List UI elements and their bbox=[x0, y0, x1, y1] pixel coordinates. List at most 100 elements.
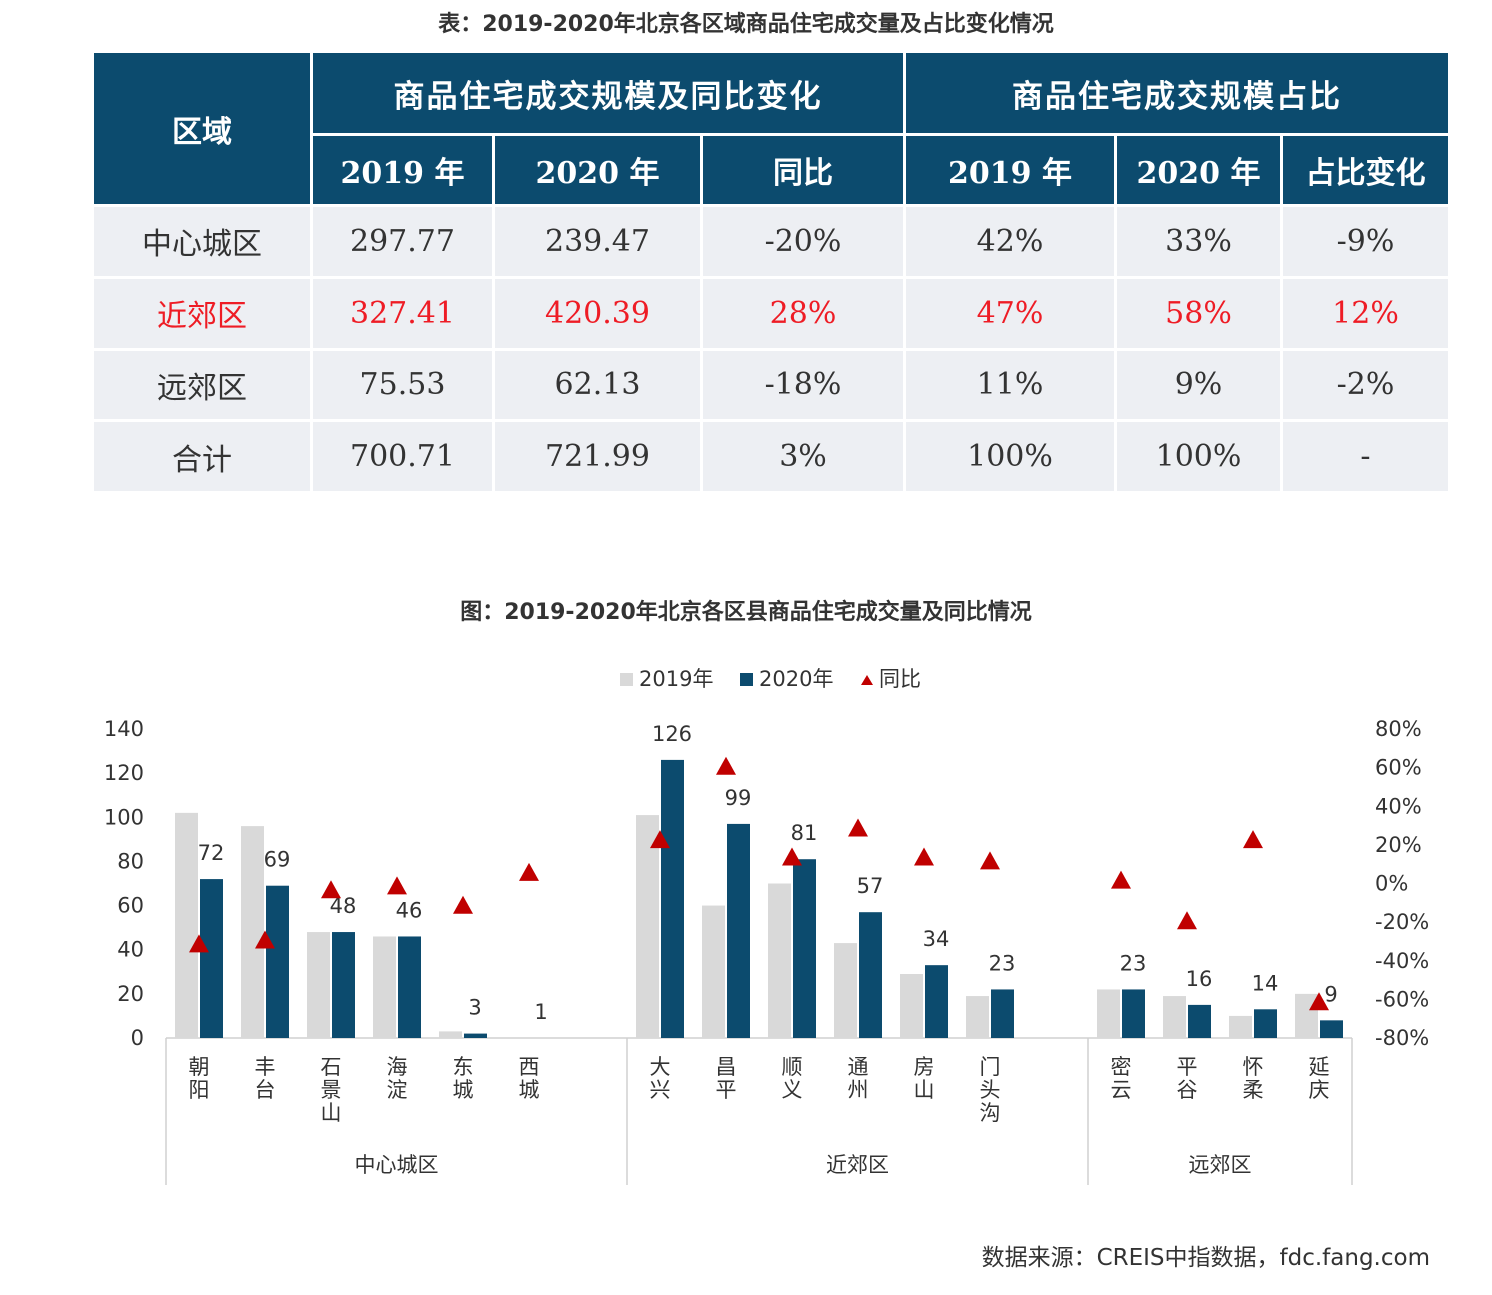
bar-2020-label: 3 bbox=[468, 996, 481, 1020]
bar-2019 bbox=[1229, 1015, 1252, 1038]
y-right-tick-label: 0% bbox=[1375, 872, 1408, 896]
cell-yoy: -18% bbox=[703, 350, 903, 420]
cell-2019-share: 42% bbox=[906, 207, 1114, 276]
bar-2020 bbox=[1188, 1004, 1211, 1038]
x-tick-label: 门头沟 bbox=[980, 1055, 1001, 1125]
cell-2020-volume: 239.47 bbox=[495, 207, 700, 276]
yoy-marker bbox=[1309, 992, 1329, 1011]
cell-2020-volume: 420.39 bbox=[495, 278, 700, 348]
cell-2020-volume: 62.13 bbox=[495, 350, 700, 420]
bar-2020 bbox=[1254, 1009, 1277, 1038]
sub-header-2019-volume: 2019 年 bbox=[313, 136, 492, 204]
bar-2020-label: 23 bbox=[1120, 951, 1147, 975]
yoy-marker bbox=[519, 862, 539, 881]
yoy-marker bbox=[1111, 870, 1131, 889]
bar-2020-label: 72 bbox=[198, 841, 225, 865]
bar-2019 bbox=[966, 996, 989, 1038]
bar-2019 bbox=[175, 812, 198, 1038]
sub-header-2019-share: 2019 年 bbox=[906, 136, 1114, 204]
group-label: 远郊区 bbox=[1189, 1153, 1252, 1177]
bar-2020 bbox=[925, 965, 948, 1038]
legend-label: 2019年 bbox=[639, 667, 713, 691]
cell-yoy: 3% bbox=[703, 422, 903, 491]
bar-2020-label: 81 bbox=[791, 821, 818, 845]
yoy-marker bbox=[255, 930, 275, 949]
bar-2020 bbox=[200, 879, 223, 1038]
bar-2020 bbox=[793, 859, 816, 1038]
bar-2020-label: 126 bbox=[652, 722, 692, 746]
x-tick-label: 怀柔 bbox=[1243, 1055, 1264, 1102]
x-tick-label: 朝阳 bbox=[189, 1055, 210, 1102]
sub-header-2020-volume: 2020 年 bbox=[495, 136, 700, 204]
x-tick-label: 海淀 bbox=[387, 1055, 408, 1102]
table-row: 中心城区 297.77 239.47 -20% 42% 33% -9% bbox=[94, 207, 1448, 276]
cell-2019-volume: 75.53 bbox=[313, 350, 492, 420]
bar-2020 bbox=[991, 989, 1014, 1038]
bar-2019 bbox=[834, 943, 857, 1038]
yoy-marker bbox=[1177, 911, 1197, 930]
y-left-tick-label: 40 bbox=[117, 938, 144, 962]
legend-label: 同比 bbox=[879, 667, 921, 691]
data-source: 数据来源：CREIS中指数据，fdc.fang.com bbox=[981, 1245, 1430, 1271]
yoy-marker bbox=[321, 880, 341, 899]
district-volume-chart: 2019年 2020年 同比 0 20 40 60 80 100 120 140 -80% -60% -4… bbox=[104, 667, 1429, 1185]
cell-2019-share: 47% bbox=[906, 278, 1114, 348]
x-tick-label: 密云 bbox=[1111, 1055, 1132, 1102]
bar-2020-label: 9 bbox=[1324, 982, 1337, 1006]
bar-2020-label: 34 bbox=[923, 927, 950, 951]
bar-2020-label: 1 bbox=[534, 1000, 547, 1024]
table-row: 远郊区 75.53 62.13 -18% 11% 9% -2% bbox=[94, 350, 1448, 420]
region-header: 区域 bbox=[94, 53, 310, 204]
y-right-tick-label: 80% bbox=[1375, 717, 1422, 741]
x-tick-label: 房山 bbox=[914, 1055, 935, 1102]
cell-2019-volume: 297.77 bbox=[313, 207, 492, 276]
y-right-tick-label: -80% bbox=[1375, 1026, 1429, 1050]
yoy-marker bbox=[980, 851, 1000, 870]
y-right-tick-label: -60% bbox=[1375, 987, 1429, 1011]
cell-2019-share: 100% bbox=[906, 422, 1114, 491]
bar-2019 bbox=[307, 932, 330, 1038]
x-tick-label: 通州 bbox=[848, 1055, 869, 1102]
bar-2020-label: 46 bbox=[396, 898, 423, 922]
cell-2020-share: 100% bbox=[1117, 422, 1280, 491]
x-tick-label: 平谷 bbox=[1177, 1055, 1198, 1102]
y-left-tick-label: 20 bbox=[117, 982, 144, 1006]
cell-share-change: - bbox=[1283, 422, 1448, 491]
bar-2020-label: 16 bbox=[1186, 967, 1213, 991]
legend-label: 2020年 bbox=[759, 667, 833, 691]
yoy-marker bbox=[453, 895, 473, 914]
row-region: 近郊区 bbox=[94, 278, 310, 348]
bar-2020 bbox=[727, 823, 750, 1038]
cell-share-change: -9% bbox=[1283, 207, 1448, 276]
bar-2020-label: 14 bbox=[1252, 971, 1279, 995]
legend-swatch bbox=[620, 673, 633, 686]
legend-swatch bbox=[740, 673, 753, 686]
yoy-marker bbox=[650, 830, 670, 849]
x-tick-label: 丰台 bbox=[255, 1055, 276, 1102]
bar-2020-label: 69 bbox=[264, 848, 291, 872]
cell-share-change: -2% bbox=[1283, 350, 1448, 420]
group-label: 中心城区 bbox=[355, 1153, 439, 1177]
table-row: 近郊区 327.41 420.39 28% 47% 58% 12% bbox=[94, 278, 1448, 348]
scale-group-header: 商品住宅成交规模及同比变化 bbox=[313, 53, 903, 133]
sub-header-yoy: 同比 bbox=[703, 136, 903, 204]
sub-header-share-change: 占比变化 bbox=[1283, 136, 1448, 204]
share-group-header: 商品住宅成交规模占比 bbox=[906, 53, 1448, 133]
yoy-marker bbox=[189, 934, 209, 953]
x-tick-label: 西城 bbox=[519, 1055, 540, 1102]
bar-2020 bbox=[1122, 989, 1145, 1038]
cell-share-change: 12% bbox=[1283, 278, 1448, 348]
cell-2020-share: 33% bbox=[1117, 207, 1280, 276]
x-tick-label: 昌平 bbox=[716, 1055, 737, 1102]
y-left-tick-label: 60 bbox=[117, 894, 144, 918]
bar-2019 bbox=[1097, 989, 1120, 1038]
y-right-tick-label: -20% bbox=[1375, 910, 1429, 934]
x-tick-label: 东城 bbox=[453, 1055, 474, 1102]
bar-2019 bbox=[900, 973, 923, 1038]
bar-2020 bbox=[332, 932, 355, 1038]
district-share-table: 区域 商品住宅成交规模及同比变化 商品住宅成交规模占比 2019 年 2020 … bbox=[91, 50, 1451, 494]
group-label: 近郊区 bbox=[826, 1153, 889, 1177]
bar-2020 bbox=[859, 912, 882, 1038]
y-right-tick-label: 60% bbox=[1375, 756, 1422, 780]
bar-2020 bbox=[1320, 1020, 1343, 1038]
